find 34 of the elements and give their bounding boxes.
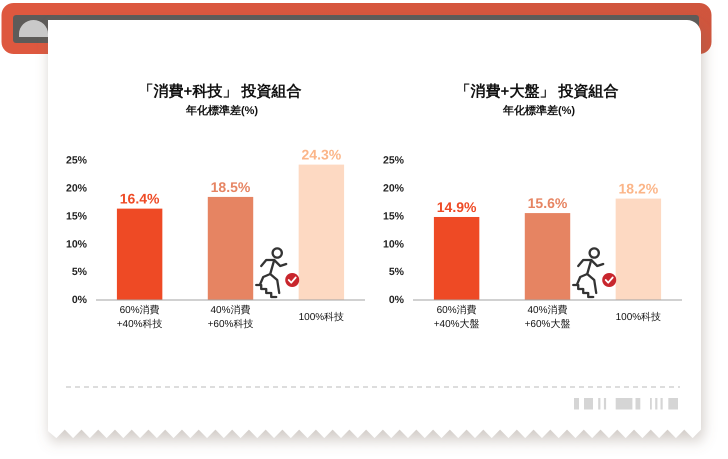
data-label: 16.4% <box>120 190 160 207</box>
x-tick-label: 100%科技 <box>298 311 344 323</box>
y-tick-label: 10% <box>66 238 88 250</box>
y-tick-label: 0% <box>72 294 88 306</box>
data-label: 14.9% <box>436 198 478 215</box>
y-tick-label: 5% <box>72 266 88 278</box>
y-tick-label: 25% <box>382 154 405 167</box>
chart-subtitle: 年化標準差(%) <box>502 104 576 117</box>
x-tick-label: 100%科技 <box>616 311 662 323</box>
y-tick-label: 10% <box>382 238 405 250</box>
x-tick-label: 40%消費 +60%大盤 <box>524 304 570 330</box>
data-label: 15.6% <box>528 195 568 212</box>
y-tick-label: 25% <box>66 154 88 167</box>
y-tick-label: 20% <box>66 182 88 195</box>
y-tick-label: 20% <box>382 182 405 195</box>
data-label: 24.3% <box>302 146 342 163</box>
x-tick-label: 60%消費 +40%大盤 <box>434 304 480 330</box>
y-tick-label: 15% <box>382 210 405 222</box>
chart-subtitle: 年化標準差(%) <box>184 104 258 117</box>
chart-title: 「消費+大盤」 投資組合 <box>456 83 618 100</box>
bar <box>298 164 344 300</box>
y-tick-label: 0% <box>388 294 405 306</box>
x-tick-label: 40%消費 +60%科技 <box>208 304 254 330</box>
data-label: 18.2% <box>618 180 659 197</box>
x-tick-label: 60%消費 +40%科技 <box>116 304 163 330</box>
bar <box>208 196 254 300</box>
data-label: 18.5% <box>210 178 251 195</box>
bar <box>116 208 162 300</box>
y-tick-label: 15% <box>66 210 88 222</box>
y-tick-label: 5% <box>388 266 405 278</box>
bar <box>616 198 662 300</box>
chart-title: 「消費+科技」 投資組合 <box>138 83 302 100</box>
bar <box>524 213 570 300</box>
bar <box>434 216 480 300</box>
